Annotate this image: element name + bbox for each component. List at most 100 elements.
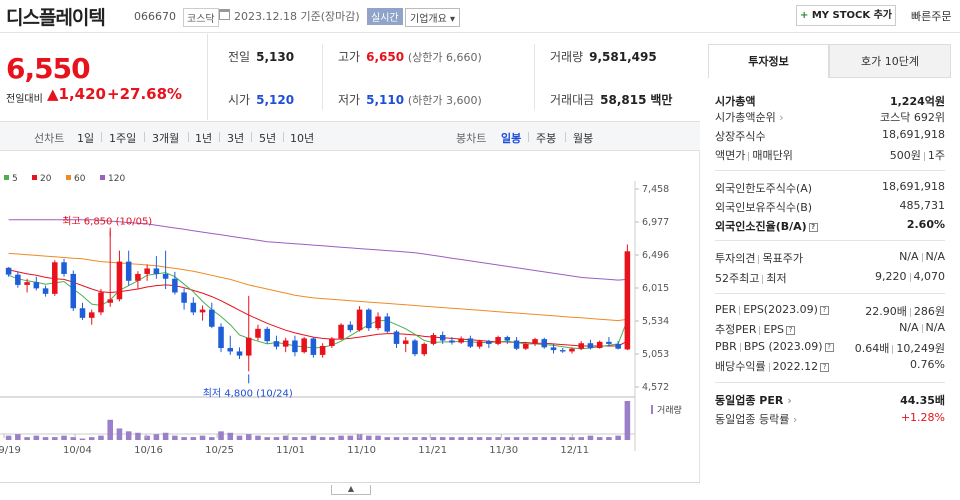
- info-row[interactable]: 동일업종 등락률 › +1.28%: [715, 411, 945, 427]
- y-tick-label: 6,977: [642, 217, 669, 228]
- candle-body: [495, 337, 501, 344]
- volume-bar: [587, 435, 594, 440]
- period-1d[interactable]: 1일: [77, 132, 95, 145]
- candle-monthly[interactable]: 월봉: [573, 132, 594, 145]
- volume-bar: [98, 435, 104, 440]
- candle-body: [264, 328, 270, 342]
- volume-bar: [430, 437, 437, 440]
- candle-body: [486, 341, 492, 344]
- add-my-stock-label: MY STOCK 추가: [808, 10, 893, 21]
- tab-investment-info[interactable]: 투자정보: [708, 44, 829, 78]
- volume-bar: [52, 437, 58, 440]
- info-row: 외국인보유주식수(B) 485,731: [715, 199, 945, 215]
- divider: [322, 44, 323, 110]
- info-row-value: 0.64배 10,249원: [855, 340, 945, 356]
- candle-body: [15, 274, 21, 285]
- volume-bar: [24, 437, 30, 440]
- period-3m[interactable]: 3개월: [152, 132, 180, 145]
- chevron-right-icon: ›: [783, 394, 792, 407]
- divider: [101, 132, 102, 142]
- divider: [528, 132, 529, 142]
- y-tick-label: 5,534: [642, 316, 669, 327]
- candle-body: [449, 340, 455, 343]
- x-tick-label: 11/30: [489, 445, 518, 456]
- stock-chart[interactable]: 5 20 60 120 7,458 6,977 6,496 6,015 5,534 5,053 4,…: [0, 151, 700, 500]
- chart-toolbar: 선차트 1일 1주일 3개월 1년 3년 5년 10년 봉차트 일봉 주봉 월봉: [0, 121, 700, 151]
- company-overview-button[interactable]: 기업개요 ▾: [405, 8, 460, 27]
- tab-orderbook[interactable]: 호가 10단계: [829, 44, 951, 78]
- info-row-label: 외국인보유주식수(B): [715, 201, 813, 214]
- candle-body: [541, 339, 548, 348]
- info-row-label: 시가총액: [715, 95, 756, 108]
- price-summary: 6,550 전일대비 ▲1,420 +27.68%: [0, 34, 208, 120]
- collapse-chart-button[interactable]: ▲: [331, 485, 371, 495]
- volume-bar: [5, 435, 12, 440]
- info-row-value-primary: 1,224억원: [889, 95, 945, 108]
- info-row-label: 상장주식수: [715, 130, 766, 143]
- info-row-value-secondary: 4,070: [913, 270, 946, 283]
- info-row-value-primary: 0.64배: [854, 342, 890, 355]
- volume-bar: [569, 437, 575, 440]
- quick-order-link[interactable]: 빠른주문: [911, 10, 952, 23]
- info-row-label: 동일업종 등락률 ›: [715, 413, 798, 426]
- add-my-stock-button[interactable]: + MY STOCK 추가: [796, 5, 896, 26]
- divider: [715, 240, 945, 241]
- y-tick-label: 5,053: [642, 349, 669, 360]
- candle-body: [282, 340, 289, 347]
- candle-body: [199, 309, 206, 313]
- help-icon[interactable]: ?: [824, 342, 834, 352]
- candlestick-chart[interactable]: 5 20 60 120 7,458 6,977 6,496 6,015 5,534 5,053 4,…: [0, 151, 700, 482]
- info-row-value-secondary: 286원: [913, 305, 945, 318]
- period-1w[interactable]: 1주일: [109, 132, 137, 145]
- info-tabs: 투자정보 호가 10단계: [708, 44, 951, 78]
- volume-bar: [439, 437, 446, 440]
- price-stats: 전일 5,130 고가 6,650 (상한가 6,660) 거래량 9,581,495…: [208, 34, 700, 120]
- help-icon[interactable]: ?: [820, 362, 830, 372]
- volume-bar: [42, 437, 49, 440]
- stat-open: 시가 5,120: [228, 93, 295, 107]
- candle-body: [421, 343, 427, 355]
- info-row[interactable]: 동일업종 PER › 44.35배: [715, 392, 945, 408]
- volume-bar: [172, 435, 178, 440]
- volume-bar: [70, 437, 77, 440]
- volume-bar: [199, 435, 206, 440]
- realtime-button[interactable]: 실시간: [367, 8, 403, 25]
- candle-body: [218, 326, 224, 349]
- legend-label: 5: [12, 174, 18, 184]
- period-1y[interactable]: 1년: [195, 132, 213, 145]
- candle-body: [98, 292, 104, 313]
- info-row-value-secondary: 1주: [927, 149, 945, 162]
- divider: [715, 382, 945, 383]
- candle-body: [596, 341, 603, 349]
- volume-bar: [615, 435, 621, 440]
- help-icon[interactable]: ?: [786, 325, 796, 335]
- info-row-label: 배당수익률 2022.12?: [715, 358, 830, 374]
- info-row-sublabel: EPS: [763, 323, 785, 336]
- period-3y[interactable]: 3년: [227, 132, 245, 145]
- price-change-percent: +27.68%: [107, 85, 183, 103]
- info-row[interactable]: 시가총액순위 › 코스닥 692위: [715, 109, 945, 125]
- volume-bar: [393, 437, 400, 440]
- help-icon[interactable]: ?: [808, 222, 818, 232]
- period-10y[interactable]: 10년: [290, 132, 315, 145]
- info-row-value: 1,224억원: [890, 93, 945, 109]
- divider: [739, 342, 741, 352]
- help-icon[interactable]: ?: [819, 305, 829, 315]
- divider: [739, 305, 741, 315]
- candle-body: [273, 341, 280, 347]
- candle-body: [135, 273, 141, 281]
- info-row-value-primary: 0.76%: [910, 358, 945, 371]
- volume-bar: [467, 437, 474, 440]
- period-5y[interactable]: 5년: [259, 132, 277, 145]
- info-row-value-primary: 500원: [889, 149, 921, 162]
- volume-bar: [402, 437, 409, 440]
- volume-bar: [375, 435, 381, 440]
- volume-bar: [310, 435, 317, 440]
- divider: [762, 274, 764, 284]
- candle-daily[interactable]: 일봉: [501, 132, 522, 145]
- candle-body: [366, 309, 372, 329]
- candle-body: [162, 273, 169, 279]
- candle-body: [181, 292, 187, 303]
- candle-weekly[interactable]: 주봉: [536, 132, 557, 145]
- candle-body: [393, 331, 400, 344]
